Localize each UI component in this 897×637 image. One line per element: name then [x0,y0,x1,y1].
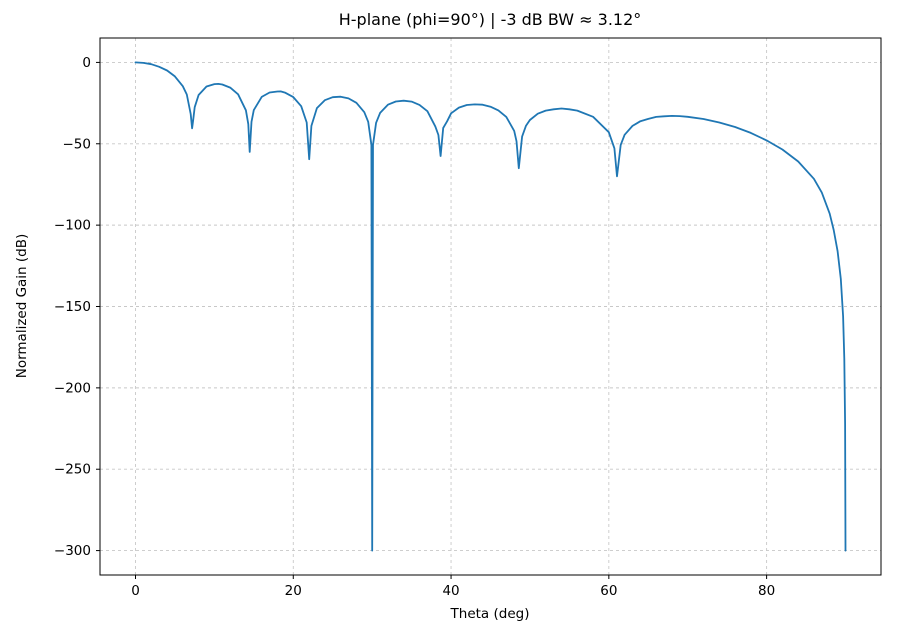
x-tick-label: 20 [285,583,302,599]
y-tick-label: −50 [63,136,92,152]
y-tick-label: −300 [54,543,91,559]
y-tick-label: 0 [82,55,91,71]
x-tick-label: 40 [442,583,459,599]
y-tick-label: −150 [54,299,91,315]
x-tick-label: 80 [758,583,775,599]
y-tick-label: −100 [54,218,91,234]
y-tick-label: −250 [54,462,91,478]
figure-title: H-plane (phi=90°) | -3 dB BW ≈ 3.12° [338,10,642,29]
x-axis-label: Theta (deg) [450,606,530,622]
x-tick-label: 60 [600,583,617,599]
data-line [134,61,847,552]
y-tick-label: −200 [54,380,91,396]
x-tick-label: 0 [131,583,140,599]
y-axis-label: Normalized Gain (dB) [14,233,30,379]
